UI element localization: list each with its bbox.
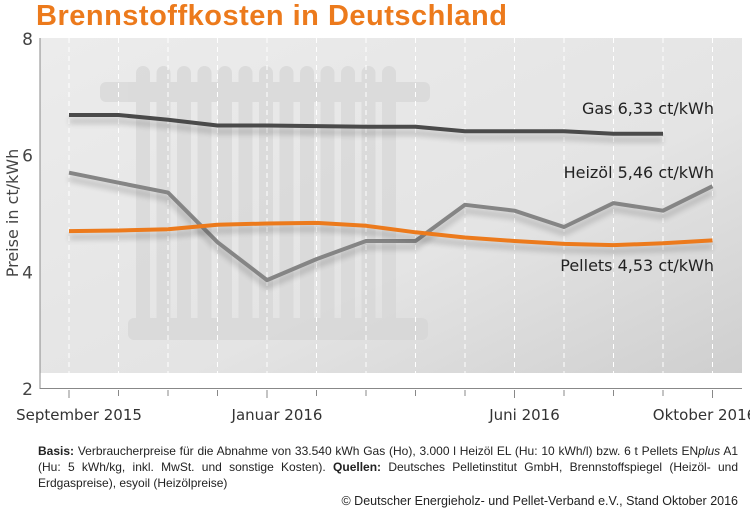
series-shadow: [69, 118, 663, 143]
y-tick-label: 8: [22, 30, 33, 50]
series-label: Heizöl 5,46 ct/kWh: [564, 163, 714, 182]
footnote-basis: Basis: Verbraucherpreise für die Abnahme…: [38, 443, 738, 491]
series-shadow: [68, 176, 714, 289]
x-tick-label: Januar 2016: [231, 406, 323, 424]
quellen-label: Quellen:: [333, 460, 382, 474]
y-tick-label: 2: [22, 380, 33, 400]
x-tick-label: September 2015: [16, 406, 142, 424]
y-tick-label: 6: [22, 147, 33, 167]
plus-text: plus: [698, 444, 721, 458]
series-label: Gas 6,33 ct/kWh: [582, 99, 714, 118]
x-tick-label: Juni 2016: [488, 406, 560, 424]
basis-text-2: A1 (Hu: 5 kWh/kg, inkl. MwSt. und sonsti…: [38, 444, 738, 474]
series-line-pellets: [68, 220, 713, 248]
y-axis-label: Preise in ct/kWh: [3, 149, 22, 278]
y-tick-label: 4: [22, 263, 33, 283]
copyright: © Deutscher Energieholz- und Pellet-Verb…: [341, 494, 739, 508]
x-tick-label: Oktober 2016: [653, 406, 750, 424]
series-shadow: [68, 226, 713, 254]
series-label: Pellets 4,53 ct/kWh: [560, 256, 714, 275]
quellen-text: Deutsches Pelletinstitut GmbH, Brennstof…: [38, 460, 739, 490]
series-line-gas: [69, 113, 663, 136]
line-chart: 2 4 6 8 Preise in ct/kWh September 2015 Januar…: [3, 30, 750, 424]
chart-title: Brennstoffkosten in Deutschland: [36, 0, 508, 32]
series-line-heizöl: [68, 170, 714, 283]
basis-label: Basis:: [38, 444, 75, 458]
basis-text: Verbraucherpreise für die Abnahme von 33…: [74, 444, 699, 458]
